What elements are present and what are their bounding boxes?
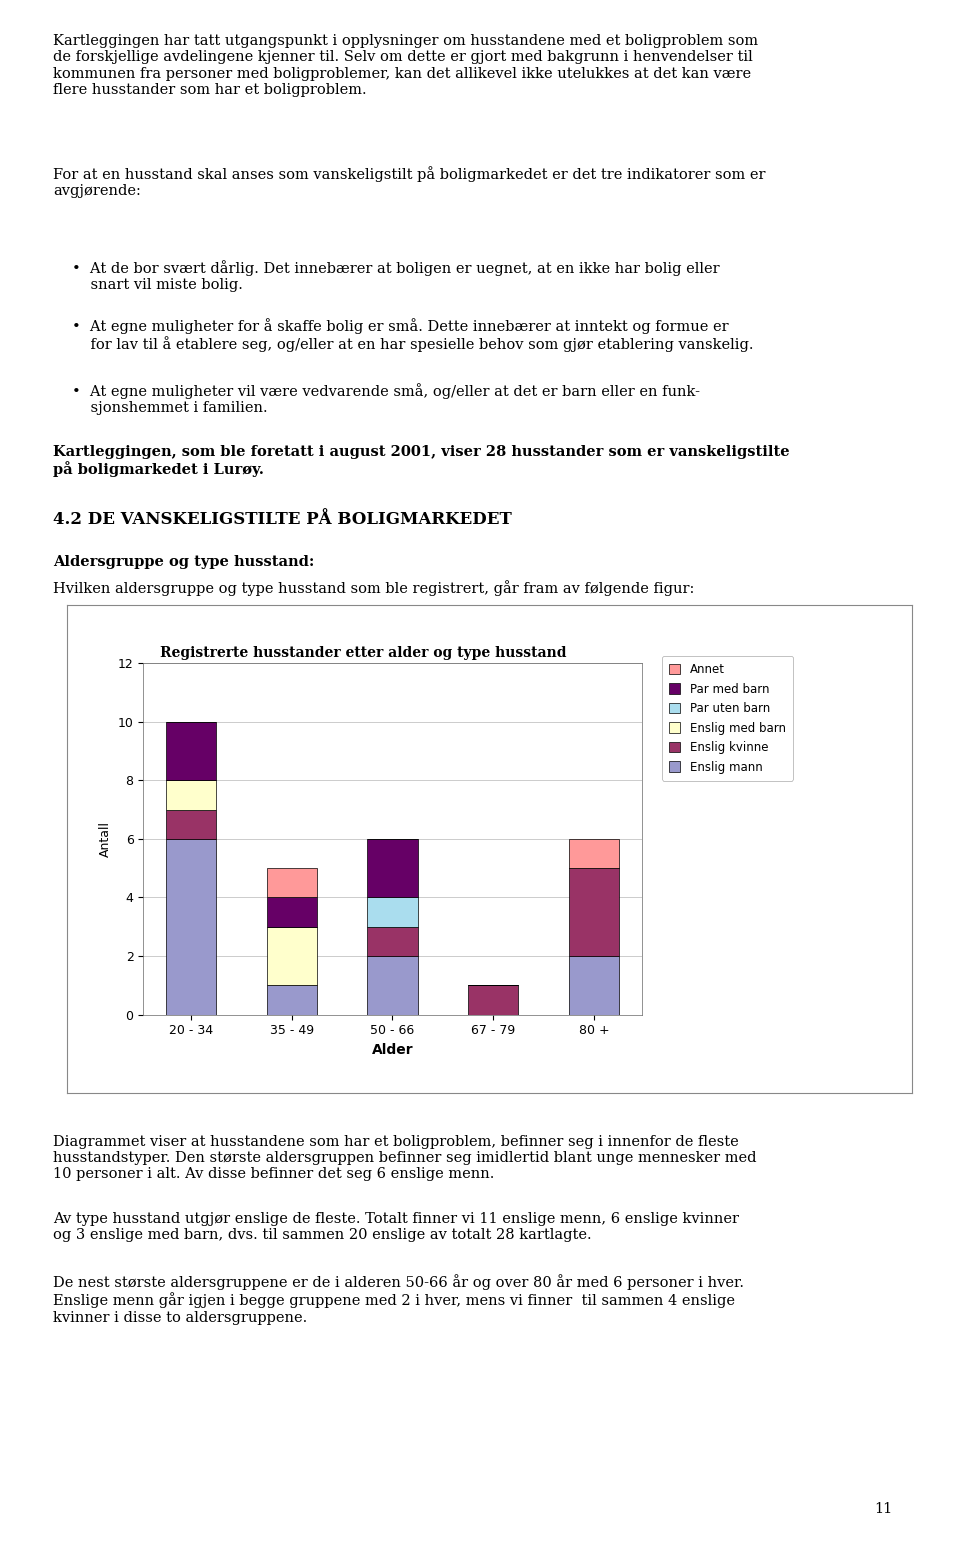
Text: De nest største aldersgruppene er de i alderen 50-66 år og over 80 år med 6 pers: De nest største aldersgruppene er de i a… xyxy=(53,1274,744,1325)
Bar xyxy=(166,809,216,839)
Text: Aldersgruppe og type husstand:: Aldersgruppe og type husstand: xyxy=(53,555,314,569)
Text: Kartleggingen har tatt utgangspunkt i opplysninger om husstandene med et boligpr: Kartleggingen har tatt utgangspunkt i op… xyxy=(53,34,758,96)
Bar xyxy=(267,868,317,897)
Legend: Annet, Par med barn, Par uten barn, Enslig med barn, Enslig kvinne, Enslig mann: Annet, Par med barn, Par uten barn, Ensl… xyxy=(661,656,793,781)
Bar xyxy=(166,839,216,1015)
Bar xyxy=(568,839,619,868)
Bar xyxy=(267,927,317,986)
Text: For at en husstand skal anses som vanskeligstilt på boligmarkedet er det tre ind: For at en husstand skal anses som vanske… xyxy=(53,166,765,198)
Text: Diagrammet viser at husstandene som har et boligproblem, befinner seg i innenfor: Diagrammet viser at husstandene som har … xyxy=(53,1135,756,1181)
Bar xyxy=(166,722,216,780)
Bar xyxy=(468,986,518,1015)
Text: Av type husstand utgjør enslige de fleste. Totalt finner vi 11 enslige menn, 6 e: Av type husstand utgjør enslige de flest… xyxy=(53,1212,739,1242)
Text: •  At egne muligheter for å skaffe bolig er små. Dette innebærer at inntekt og f: • At egne muligheter for å skaffe bolig … xyxy=(72,318,754,352)
Bar xyxy=(568,868,619,956)
Text: 11: 11 xyxy=(875,1502,893,1516)
Text: Registrerte husstander etter alder og type husstand: Registrerte husstander etter alder og ty… xyxy=(159,646,566,660)
Y-axis label: Antall: Antall xyxy=(99,822,112,857)
Text: Hvilken aldersgruppe og type husstand som ble registrert, går fram av følgende f: Hvilken aldersgruppe og type husstand so… xyxy=(53,580,694,595)
Bar xyxy=(267,986,317,1015)
Text: •  At de bor svært dårlig. Det innebærer at boligen er uegnet, at en ikke har bo: • At de bor svært dårlig. Det innebærer … xyxy=(72,260,720,293)
Bar xyxy=(368,956,418,1015)
Text: Kartleggingen, som ble foretatt i august 2001, viser 28 husstander som er vanske: Kartleggingen, som ble foretatt i august… xyxy=(53,445,789,477)
Bar xyxy=(166,780,216,809)
Bar xyxy=(368,839,418,897)
Bar xyxy=(568,956,619,1015)
Bar xyxy=(368,927,418,956)
Text: 4.2 DE VANSKELIGSTILTE PÅ BOLIGMARKEDET: 4.2 DE VANSKELIGSTILTE PÅ BOLIGMARKEDET xyxy=(53,512,512,529)
Bar xyxy=(267,897,317,927)
Bar xyxy=(368,897,418,927)
Text: •  At egne muligheter vil være vedvarende små, og/eller at det er barn eller en : • At egne muligheter vil være vedvarende… xyxy=(72,383,700,415)
X-axis label: Alder: Alder xyxy=(372,1043,413,1057)
